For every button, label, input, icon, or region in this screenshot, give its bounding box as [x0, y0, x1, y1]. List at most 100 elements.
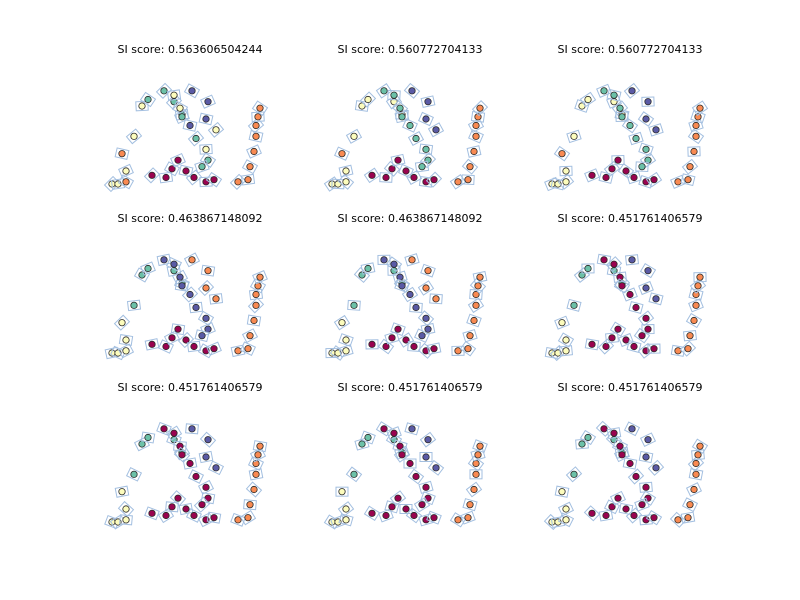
panel-8-box-29	[405, 507, 423, 524]
panel-4-point-29	[190, 342, 198, 351]
panel-4-box-7	[133, 267, 151, 283]
panel-1-box-19	[182, 119, 198, 132]
panel-9-point-14	[652, 464, 660, 472]
panel-1-box-29	[185, 169, 203, 186]
panel-7-point-6	[130, 470, 138, 478]
panel-3-box-13	[637, 111, 655, 127]
panel-2-title: SI score: 0.560772704133	[338, 43, 483, 56]
panel-6-point-5	[558, 319, 566, 327]
panel-3-point-28	[622, 167, 630, 175]
panel-6-point-11	[628, 256, 636, 264]
panel-7-point-25	[162, 511, 170, 520]
panel-2-point-22	[424, 156, 432, 164]
panel-6-point-15	[600, 256, 608, 264]
panel-5-point-5	[338, 319, 346, 327]
panel-5-point-36	[472, 301, 480, 309]
panel-8-title: SI score: 0.451761406579	[338, 381, 483, 394]
panel-4-point-17	[176, 273, 184, 281]
panel-6-box-26	[605, 332, 619, 344]
panel-9-point-19	[626, 459, 634, 468]
panel-3-point-7	[578, 102, 586, 110]
panel-6-box-6	[566, 298, 582, 312]
panel-5-box-23	[413, 328, 431, 343]
panel-9-point-6	[570, 470, 578, 478]
panel-3-marks	[544, 82, 709, 192]
panel-8-point-4	[342, 505, 350, 513]
panel-3-point-23	[638, 163, 646, 171]
panel-2: SI score: 0.560772704133	[323, 43, 489, 192]
panel-5-box-5	[333, 314, 351, 331]
panel-6-box-32	[670, 344, 686, 357]
panel-9-point-21	[642, 483, 650, 491]
panel-2-box-33	[461, 174, 475, 185]
panel-8-point-25	[382, 511, 390, 520]
panel-9-box-16	[606, 427, 622, 440]
panel-8-point-33	[464, 514, 472, 522]
panel-6-point-14	[652, 295, 660, 303]
panel-8-box-38	[470, 448, 486, 462]
panel-8-box-18	[393, 446, 411, 463]
panel-1-box-28	[178, 164, 194, 178]
panel-8-point-5	[338, 488, 346, 496]
panel-2-box-23	[414, 160, 430, 173]
panel-5-point-13	[422, 284, 430, 292]
panel-9-point-11	[628, 425, 636, 433]
panel-8-point-14	[432, 464, 440, 472]
panel-6-box-22	[641, 324, 655, 335]
panel-6-point-25	[602, 342, 610, 351]
panel-6-point-23	[638, 332, 646, 340]
panel-2-box-30	[418, 175, 434, 188]
panel-6-point-34	[686, 332, 694, 340]
panel-3-box-2	[550, 177, 566, 191]
panel-7-box-12	[199, 431, 217, 448]
panel-2-box-3	[337, 173, 355, 190]
panel-1-box-15	[155, 82, 173, 99]
panel-2-point-8	[364, 95, 372, 104]
panel-7-box-28	[178, 502, 194, 516]
panel-6-point-12	[644, 267, 652, 275]
panel-3-box-30	[638, 174, 654, 189]
panel-2-point-19	[406, 121, 414, 130]
panel-7-point-38	[254, 451, 262, 459]
panel-9-box-20	[627, 468, 645, 485]
panel-6-point-27	[614, 325, 622, 333]
panel-1-point-4	[122, 167, 130, 175]
panel-6-point-6	[570, 301, 578, 309]
panel-1-box-23	[194, 159, 210, 174]
panel-1-point-14	[212, 126, 220, 134]
panel-6-point-3	[562, 347, 570, 355]
panel-8-point-37	[472, 459, 480, 468]
panel-7-point-14	[212, 464, 220, 472]
panel-3-point-35	[690, 147, 698, 156]
panel-2-point-13	[422, 115, 430, 123]
panel-1-box-36	[248, 129, 264, 143]
panel-9-point-13	[642, 453, 650, 461]
panel-6-point-13	[642, 284, 650, 292]
panel-6-box-35	[685, 312, 703, 329]
panel-9-point-34	[686, 501, 694, 509]
panel-2-box-27	[390, 153, 406, 167]
panel-5-box-29	[407, 341, 421, 352]
panel-8-point-7	[358, 440, 366, 448]
panel-7-point-23	[198, 501, 206, 509]
panel-4-point-23	[198, 332, 206, 340]
panel-5-box-34	[462, 328, 478, 343]
panel-6-box-39	[693, 272, 707, 283]
panel-5-point-33	[464, 345, 472, 353]
panel-2-box-8	[359, 91, 377, 108]
panel-2-box-31	[425, 171, 443, 188]
panel-9-point-26	[608, 503, 616, 511]
panel-4-box-31	[206, 341, 222, 356]
panel-3-point-15	[600, 87, 608, 95]
panel-3-box-38	[690, 109, 706, 124]
panel-7-box-18	[173, 446, 191, 463]
panel-6-box-4	[557, 332, 575, 348]
panel-8-box-11	[404, 422, 420, 436]
panel-3-point-38	[694, 113, 702, 121]
panel-6-point-17	[616, 273, 624, 281]
panel-3-box-16	[606, 88, 622, 102]
panel-9-box-12	[639, 432, 657, 448]
panel-7-point-12	[204, 436, 212, 444]
panel-9-box-39	[691, 438, 709, 454]
panel-2-box-5	[334, 146, 350, 161]
